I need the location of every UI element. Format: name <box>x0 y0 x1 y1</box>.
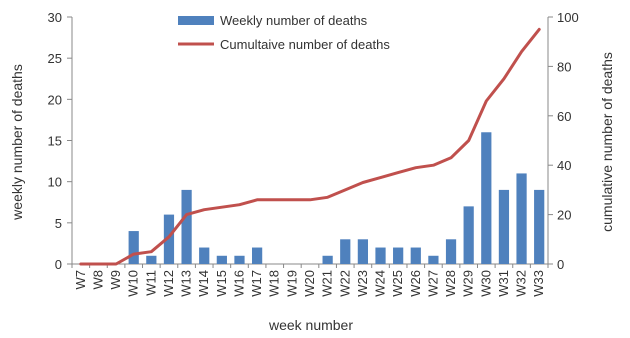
bar <box>357 239 369 264</box>
legend-label-cumulative: Cumultaive number of deaths <box>220 37 390 52</box>
x-tick-label: W15 <box>214 270 229 297</box>
x-tick-label: W10 <box>126 270 141 297</box>
x-tick-label: W16 <box>231 270 246 297</box>
x-tick-label: W7 <box>73 270 88 290</box>
right-tick-label: 60 <box>557 109 571 124</box>
x-tick-label: W27 <box>425 270 440 297</box>
bar <box>481 132 492 264</box>
left-tick-label: 0 <box>55 257 62 272</box>
legend-label-weekly: Weekly number of deaths <box>220 13 368 28</box>
x-tick-label: W18 <box>267 270 282 297</box>
bar <box>516 173 527 264</box>
x-tick-label: W32 <box>514 270 529 297</box>
bar <box>445 239 457 264</box>
bar <box>146 255 157 264</box>
line-series <box>79 27 541 266</box>
bar <box>163 214 175 264</box>
left-tick-label: 25 <box>48 51 62 66</box>
x-tick-label: W29 <box>461 270 476 297</box>
x-tick-label: W22 <box>337 270 352 297</box>
right-y-axis: 0 20 40 60 80 100 <box>547 10 579 272</box>
bar-series <box>128 132 545 264</box>
x-tick-label: W20 <box>302 270 317 297</box>
bar <box>498 189 510 264</box>
left-y-axis: 0 5 10 15 20 25 30 <box>48 10 73 272</box>
y-axis-title: weekly number of deaths <box>9 64 25 221</box>
legend: Weekly number of deaths Cumultaive numbe… <box>178 13 390 52</box>
x-tick-label: W26 <box>408 270 423 297</box>
x-tick-label: W19 <box>284 270 299 297</box>
bar <box>428 255 439 264</box>
x-tick-label: W12 <box>161 270 176 297</box>
bar <box>128 231 139 264</box>
x-tick-label: W25 <box>390 270 405 297</box>
y2-axis-title: cumulative number of deaths <box>599 52 615 232</box>
bar <box>375 247 386 264</box>
x-tick-label: W24 <box>373 270 388 297</box>
bar <box>340 239 351 264</box>
x-tick-label: W9 <box>108 270 123 290</box>
left-tick-label: 10 <box>48 175 62 190</box>
bar <box>322 255 333 264</box>
x-axis: W7 W8 W9 W10 W11 W12 W13 W14 W15 W16 W17 W18 W19 W20 W… <box>71 263 549 297</box>
bar <box>181 189 192 264</box>
bar <box>393 247 404 264</box>
bar <box>534 189 545 264</box>
left-tick-label: 5 <box>55 216 62 231</box>
left-tick-label: 30 <box>48 10 62 25</box>
x-tick-label: W21 <box>320 270 335 297</box>
x-tick-label: W23 <box>355 270 370 297</box>
left-tick-label: 20 <box>48 92 62 107</box>
right-tick-label: 20 <box>557 208 571 223</box>
right-tick-label: 0 <box>557 257 564 272</box>
right-tick-label: 40 <box>557 158 571 173</box>
x-tick-label: W8 <box>90 270 105 290</box>
x-tick-label: W30 <box>478 270 493 297</box>
x-tick-label: W33 <box>531 270 546 297</box>
x-axis-title: week number <box>268 317 353 333</box>
x-tick-label: W14 <box>196 270 211 297</box>
x-tick-label: W31 <box>496 270 511 297</box>
x-tick-label: W11 <box>143 270 158 296</box>
right-tick-label: 100 <box>557 10 579 25</box>
x-tick-label: W17 <box>249 270 264 297</box>
right-tick-label: 80 <box>557 59 571 74</box>
bar <box>463 206 474 264</box>
cumulative-line <box>79 27 541 266</box>
bar <box>216 255 227 264</box>
bar <box>251 247 263 264</box>
bar <box>410 247 421 264</box>
bar <box>234 255 245 264</box>
left-tick-label: 15 <box>48 134 62 149</box>
legend-swatch-weekly <box>178 16 214 25</box>
bar <box>199 247 210 264</box>
x-tick-label: W28 <box>443 270 458 297</box>
x-tick-label: W13 <box>179 270 194 297</box>
